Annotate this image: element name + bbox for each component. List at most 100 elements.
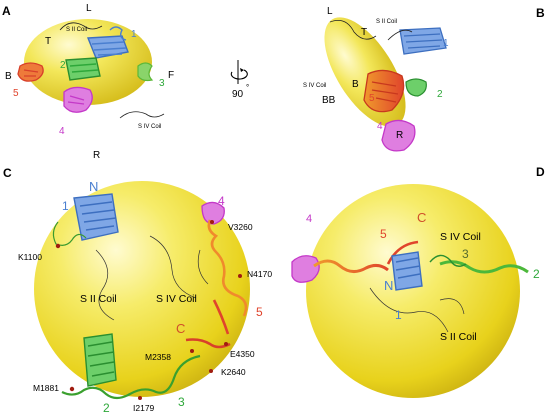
panel-c-domain2-structure xyxy=(83,333,117,387)
panel-b-domain2-label: 2 xyxy=(437,89,443,100)
panel-a-domain4-label: 4 xyxy=(59,126,65,137)
panel-d-sphere xyxy=(306,184,520,398)
panel-d-label: D xyxy=(536,165,545,179)
panel-b-domain5-structure xyxy=(363,69,405,113)
panel-c-n-terminus: N xyxy=(89,179,98,194)
panel-b-ellipsoid xyxy=(324,17,406,127)
panel-c-n4170-marker xyxy=(238,274,242,278)
panel-c: C N C 1 xyxy=(3,166,272,415)
panel-a-coil-bottom: S IV Coil xyxy=(138,124,161,130)
panel-c-residue-i2179: I2179 xyxy=(133,403,155,413)
panel-c-domain4-structure xyxy=(201,201,225,225)
panel-b-label: B xyxy=(536,6,545,20)
panel-d-c-terminus: C xyxy=(417,210,426,225)
panel-b-coil-trace xyxy=(329,19,413,41)
panel-a-domain2-structure xyxy=(65,57,101,81)
panel-d-coil-top: S IV Coil xyxy=(440,231,481,243)
panel-d-domain5-helix xyxy=(313,259,389,273)
panel-c-domain1-structure xyxy=(73,193,119,241)
rotation-arrow-icon xyxy=(230,69,248,80)
panel-c-domain5-helix-end xyxy=(212,299,230,335)
panel-b-domain1-structure xyxy=(399,27,447,55)
panel-b: B L T B BB R S II Coil S IV Coil 1 2 4 5 xyxy=(303,6,545,152)
panel-d-domain5-label: 5 xyxy=(380,227,387,241)
panel-d-domain1-label: 1 xyxy=(395,308,402,322)
panel-c-residue-n4170: N4170 xyxy=(247,269,272,279)
panel-c-residue-m1881: M1881 xyxy=(33,383,59,393)
rotation-arrowhead-icon xyxy=(240,68,244,72)
panel-a-region-L: L xyxy=(86,3,92,14)
panel-b-domain2-structure xyxy=(405,78,427,97)
panel-a-region-F: F xyxy=(168,70,174,81)
panel-a-domain1-label: 1 xyxy=(131,29,137,40)
panel-b-coil-left: S IV Coil xyxy=(303,83,326,89)
panel-a-region-T: T xyxy=(45,36,51,47)
panel-b-domain4-structure xyxy=(381,119,416,152)
panel-c-residue-k2640: K2640 xyxy=(221,367,246,377)
rotation-degree: ° xyxy=(246,83,249,92)
rotation-indicator: 90 ° xyxy=(230,60,249,100)
panel-a-domain3-structure xyxy=(137,62,154,82)
panel-c-k1100-marker xyxy=(55,243,61,249)
panel-c-residue-v3260: V3260 xyxy=(228,222,253,232)
panel-d-n-terminus: N xyxy=(384,278,393,293)
rotation-angle: 90 xyxy=(232,89,244,100)
panel-c-residue-e4350: E4350 xyxy=(230,349,255,359)
panel-c-domain3-helix xyxy=(61,354,201,400)
panel-c-c-terminus: C xyxy=(176,321,185,336)
panel-a-domain5-structure xyxy=(17,62,44,82)
panel-d-domain1-structure xyxy=(391,251,423,291)
panel-a-domain5-label: 5 xyxy=(13,88,19,99)
panel-d: D N C 1 2 3 4 5 S IV Coil S II Coil xyxy=(291,165,545,398)
panel-a-domain2-label: 2 xyxy=(60,60,66,71)
panel-b-region-T: T xyxy=(361,27,367,38)
panel-c-residue-m2358: M2358 xyxy=(145,352,171,362)
panel-c-residue-k1100: K1100 xyxy=(18,252,42,262)
panel-d-c-terminal-helix xyxy=(386,240,419,265)
panel-a-domain3-label: 3 xyxy=(159,78,165,89)
panel-b-domain5-label: 5 xyxy=(369,93,375,104)
panel-c-coil-trace xyxy=(95,235,209,321)
panel-c-domain2-label: 2 xyxy=(103,401,110,415)
panel-d-domain2-label: 2 xyxy=(533,267,540,281)
panel-c-v3260-marker xyxy=(210,220,214,224)
panel-a-domain1-structure xyxy=(86,26,129,59)
panel-d-domain4-structure xyxy=(291,255,320,283)
panel-a-region-B: B xyxy=(5,71,12,82)
panel-c-coil-left: S II Coil xyxy=(80,293,117,305)
panel-a-label: A xyxy=(2,4,11,18)
panel-a: A L T B F R S II Coil xyxy=(2,3,174,161)
panel-b-domain1-label: 1 xyxy=(443,38,449,49)
panel-b-domain4-label: 4 xyxy=(377,121,383,132)
panel-c-coil-right: S IV Coil xyxy=(156,293,197,305)
panel-d-domain3-label: 3 xyxy=(462,247,469,261)
panel-d-coil-bottom: S II Coil xyxy=(440,331,477,343)
panel-d-coil-trace xyxy=(369,287,465,333)
panel-c-m2358-marker xyxy=(190,349,194,353)
panel-c-domain5-helix xyxy=(207,219,248,317)
panel-c-domain3-label: 3 xyxy=(178,395,185,409)
panel-a-region-R: R xyxy=(93,150,100,161)
panel-c-i2179-marker xyxy=(138,396,142,400)
panel-c-domain1-label: 1 xyxy=(62,199,69,213)
panel-b-region-L: L xyxy=(327,6,333,17)
panel-c-k2640-marker xyxy=(209,369,213,373)
panel-c-green-coil xyxy=(52,221,87,246)
panel-d-domain3-structure xyxy=(429,254,467,267)
panel-d-domain2-helix xyxy=(439,260,529,274)
panel-b-coil-top: S II Coil xyxy=(376,19,397,25)
panel-b-region-B: B xyxy=(352,79,359,90)
panel-c-domain4-label: 4 xyxy=(218,194,225,208)
panel-a-coil-trace xyxy=(59,22,165,119)
panel-c-m1881-marker xyxy=(69,386,75,392)
panel-d-domain4-label: 4 xyxy=(306,213,312,225)
panel-a-coil-top: S II Coil xyxy=(66,27,87,33)
panel-c-c-terminal-helix xyxy=(185,338,231,349)
panel-c-label: C xyxy=(3,166,12,180)
panel-b-region-R: R xyxy=(396,130,403,141)
panel-a-domain4-structure xyxy=(63,86,93,113)
panel-c-e4350-marker xyxy=(224,342,228,346)
panel-b-region-BB: BB xyxy=(322,95,336,106)
panel-c-domain5-label: 5 xyxy=(256,305,263,319)
